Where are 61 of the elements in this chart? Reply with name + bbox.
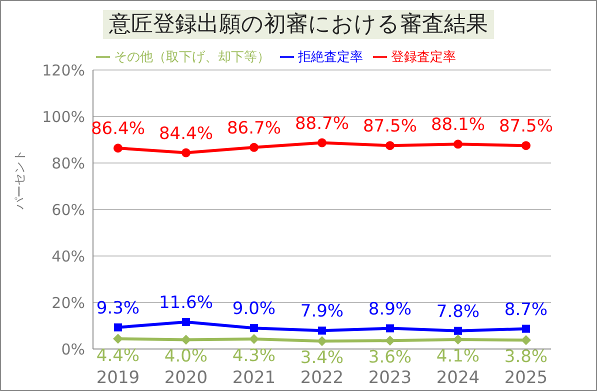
data-label: 84.4% <box>158 124 214 144</box>
point <box>249 334 259 344</box>
data-label: 3.6% <box>368 348 412 368</box>
x-tick-label: 2025 <box>504 368 548 388</box>
point <box>454 326 462 335</box>
y-tick-label: 0% <box>61 340 85 358</box>
point <box>318 138 326 148</box>
data-label: 4.3% <box>232 346 276 366</box>
point <box>522 324 530 333</box>
point <box>250 324 258 332</box>
data-label: 87.5% <box>362 116 418 137</box>
point <box>454 140 462 149</box>
data-label: 4.0% <box>164 346 208 367</box>
data-label: 4.4% <box>96 346 140 366</box>
data-label: 86.4% <box>90 119 146 140</box>
x-tick-label: 2022 <box>300 368 344 388</box>
x-tick-label: 2021 <box>232 368 276 388</box>
point <box>453 334 463 344</box>
point <box>385 336 395 346</box>
data-label: 7.9% <box>300 302 344 322</box>
point <box>317 336 327 346</box>
y-tick-label: 80% <box>52 154 85 172</box>
data-label: 8.7% <box>504 300 548 320</box>
point <box>113 334 123 344</box>
data-label: 86.7% <box>226 118 282 138</box>
point <box>114 323 122 332</box>
y-axis-title: パーセント <box>12 150 26 210</box>
data-label: 88.7% <box>294 114 350 134</box>
point <box>182 318 190 326</box>
point <box>182 148 190 158</box>
point <box>318 326 326 335</box>
legend-label: 登録査定率 <box>391 50 456 65</box>
y-tick-label: 60% <box>52 200 85 219</box>
point <box>250 142 258 152</box>
data-label: 88.1% <box>430 115 486 136</box>
data-label: 9.3% <box>96 298 140 318</box>
data-label: 87.5% <box>498 116 554 137</box>
y-tick-label: 40% <box>52 247 85 266</box>
legend-label: その他（取下げ、却下等） <box>114 50 270 65</box>
point <box>181 334 191 345</box>
y-tick-label: 100% <box>42 108 85 126</box>
legend-label: 拒絶査定率 <box>298 50 363 65</box>
y-tick-label: 20% <box>52 294 85 312</box>
data-label: 4.1% <box>436 346 480 366</box>
point <box>521 335 531 346</box>
chart-title: 意匠登録出願の初審における審査結果 <box>103 10 494 39</box>
data-label: 8.9% <box>368 299 412 320</box>
x-tick-label: 2019 <box>96 368 140 388</box>
data-label: 9.0% <box>232 299 276 320</box>
data-label: 3.8% <box>504 347 548 368</box>
y-tick-label: 120% <box>42 61 85 80</box>
point <box>386 324 394 332</box>
point <box>114 144 122 153</box>
data-label: 3.4% <box>300 348 344 368</box>
x-tick-label: 2020 <box>164 368 208 388</box>
x-tick-label: 2023 <box>368 368 412 388</box>
x-tick-label: 2024 <box>436 368 480 388</box>
point <box>522 141 530 150</box>
point <box>386 141 394 150</box>
data-label: 7.8% <box>436 302 480 322</box>
data-label: 11.6% <box>158 293 214 314</box>
